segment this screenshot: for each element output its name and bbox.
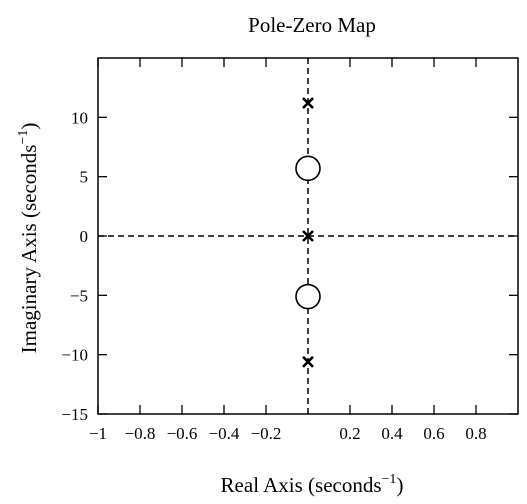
chart-title: Pole-Zero Map <box>248 13 376 37</box>
x-tick-label-0: −1 <box>89 424 107 443</box>
x-tick-label-8: 0.8 <box>465 424 486 443</box>
y-axis-label: Imaginary Axis (seconds−1) <box>16 123 41 354</box>
x-tick-label-5: 0.2 <box>339 424 360 443</box>
y-axis-ticks: −15 −10 −5 0 5 10 <box>61 108 518 424</box>
pole-marker-1 <box>302 230 314 242</box>
x-axis-label-main: Real Axis (seconds <box>221 473 382 497</box>
pole-zero-markers <box>295 97 321 368</box>
y-tick-label-4: 5 <box>80 168 89 187</box>
pole-marker-stroke-b <box>302 230 314 242</box>
x-axis-label-exponent: −1 <box>382 472 397 487</box>
y-axis-label-main: Imaginary Axis (seconds <box>17 145 41 354</box>
zero-marker-1 <box>295 283 321 310</box>
x-tick-label-6: 0.4 <box>381 424 403 443</box>
y-axis-label-close: ) <box>17 123 41 130</box>
y-tick-label-1: −10 <box>61 346 88 365</box>
x-axis-label: Real Axis (seconds−1) <box>221 472 404 497</box>
pole-marker-stroke-b <box>302 97 314 110</box>
y-tick-label-0: −15 <box>61 405 88 424</box>
x-tick-label-7: 0.6 <box>423 424 444 443</box>
x-tick-label-3: −0.4 <box>209 424 240 443</box>
y-axis-label-exponent: −1 <box>16 130 31 145</box>
pole-marker-0 <box>302 97 314 110</box>
x-tick-label-2: −0.6 <box>167 424 198 443</box>
zero-marker-0 <box>295 155 321 182</box>
y-tick-label-3: 0 <box>80 227 89 246</box>
x-tick-label-4: −0.2 <box>251 424 282 443</box>
y-tick-label-2: −5 <box>70 286 88 305</box>
y-tick-label-5: 10 <box>71 108 88 127</box>
pole-marker-stroke-b <box>302 355 314 368</box>
x-tick-label-1: −0.8 <box>125 424 156 443</box>
x-axis-ticks: −1 −0.8 −0.6 −0.4 −0.2 0.2 0.4 0.6 0.8 <box>89 58 487 443</box>
x-axis-label-close: ) <box>396 473 403 497</box>
pole-marker-2 <box>302 355 314 368</box>
